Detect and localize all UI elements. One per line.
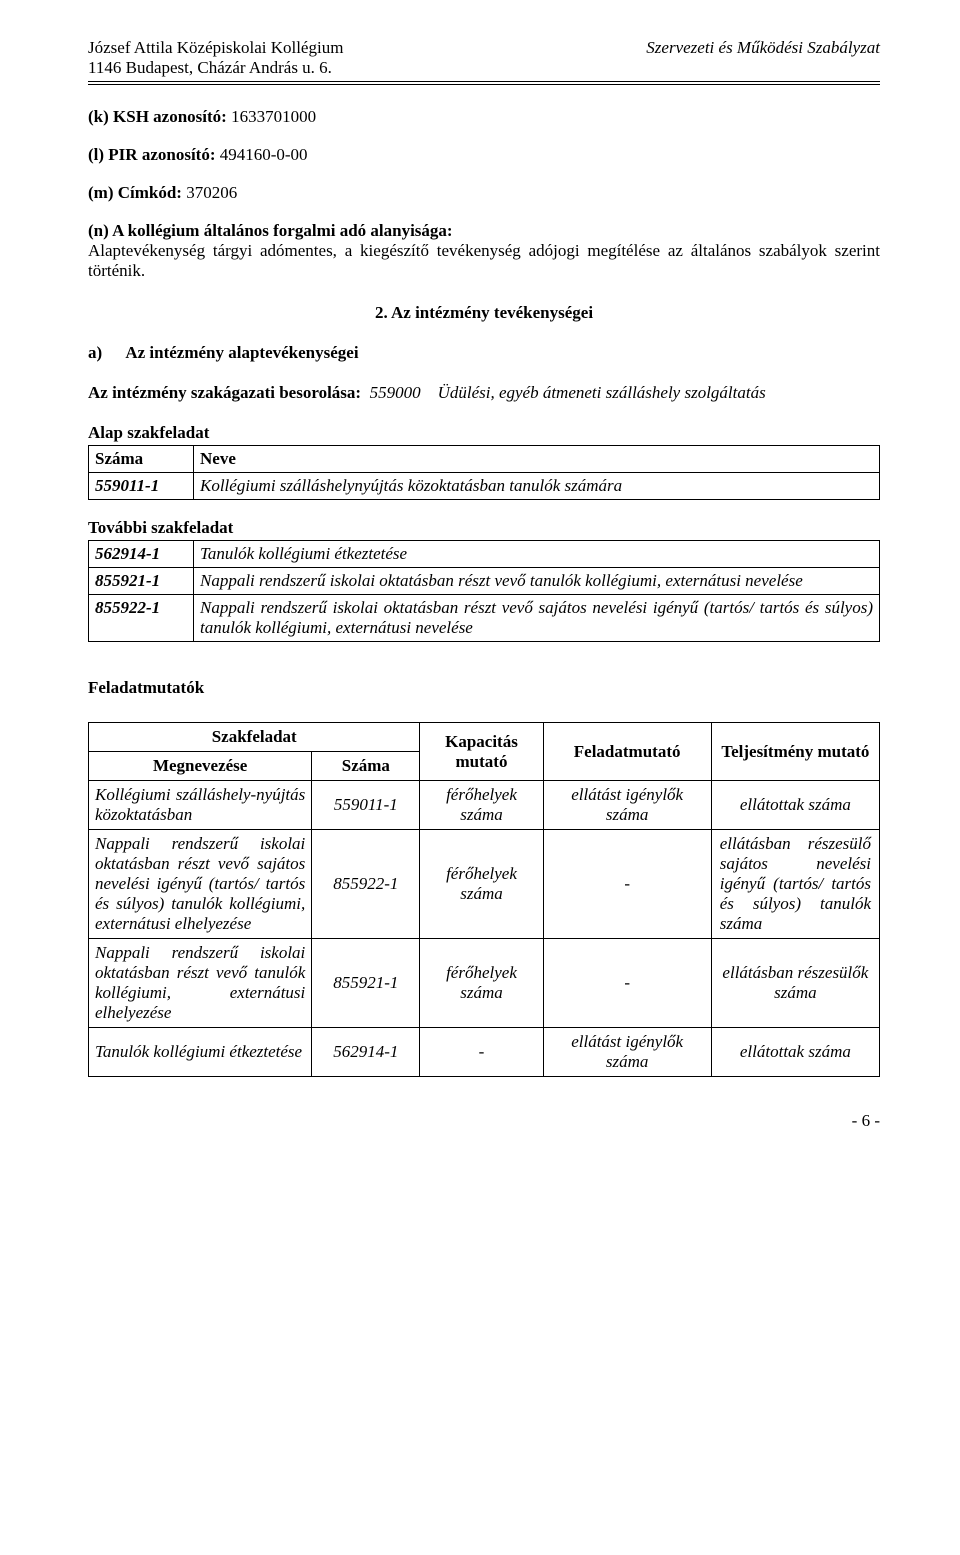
cell-kap: - xyxy=(420,1028,543,1077)
item-l: (l) PIR azonosító: 494160-0-00 xyxy=(88,145,880,165)
table-row: Kollégiumi szálláshely-nyújtás közoktatá… xyxy=(89,781,880,830)
alap-table: Száma Neve 559011-1 Kollégiumi szálláshe… xyxy=(88,445,880,500)
indicators-title: Feladatmutatók xyxy=(88,678,880,698)
item-l-value: 494160-0-00 xyxy=(220,145,308,164)
col-neve: Neve xyxy=(194,446,880,473)
hdr-szama: Száma xyxy=(312,752,420,781)
tovabbi-table: 562914-1 Tanulók kollégiumi étkeztetése … xyxy=(88,540,880,642)
cell-meg: Tanulók kollégiumi étkeztetése xyxy=(89,1028,312,1077)
item-m-value: 370206 xyxy=(186,183,237,202)
item-k: (k) KSH azonosító: 1633701000 xyxy=(88,107,880,127)
header-left: József Attila Középiskolai Kollégium 114… xyxy=(88,38,343,78)
cell-neve: Nappali rendszerű iskolai oktatásban rés… xyxy=(194,595,880,642)
table-row: Száma Neve xyxy=(89,446,880,473)
cell-szama: 855922-1 xyxy=(312,830,420,939)
cell-neve: Kollégiumi szálláshelynyújtás közoktatás… xyxy=(194,473,880,500)
tovabbi-heading: További szakfeladat xyxy=(88,518,880,538)
cell-kap: férőhelyek száma xyxy=(420,939,543,1028)
item-l-label: (l) PIR azonosító: xyxy=(88,145,215,164)
page-number: - 6 - xyxy=(88,1111,880,1131)
item-a-label: a) xyxy=(88,343,122,363)
doc-title: Szervezeti és Működési Szabályzat xyxy=(646,38,880,58)
page-header: József Attila Középiskolai Kollégium 114… xyxy=(88,38,880,78)
cell-telj: ellátottak száma xyxy=(711,781,879,830)
besorolas-code: 559000 xyxy=(370,383,421,402)
cell-meg: Nappali rendszerű iskolai oktatásban rés… xyxy=(89,939,312,1028)
cell-neve: Tanulók kollégiumi étkeztetése xyxy=(194,541,880,568)
hdr-teljesitmeny: Teljesítmény mutató xyxy=(711,723,879,781)
org-name: József Attila Középiskolai Kollégium xyxy=(88,38,343,58)
alap-heading: Alap szakfeladat xyxy=(88,423,880,443)
cell-kap: férőhelyek száma xyxy=(420,830,543,939)
cell-fel: ellátást igénylők száma xyxy=(543,1028,711,1077)
header-rule-1 xyxy=(88,81,880,82)
cell-fel: ellátást igénylők száma xyxy=(543,781,711,830)
cell-meg: Nappali rendszerű iskolai oktatásban rés… xyxy=(89,830,312,939)
table-row: 559011-1 Kollégiumi szálláshelynyújtás k… xyxy=(89,473,880,500)
table-row: 855922-1 Nappali rendszerű iskolai oktat… xyxy=(89,595,880,642)
cell-telj: ellátottak száma xyxy=(711,1028,879,1077)
hdr-szakfeladat: Szakfeladat xyxy=(89,723,420,752)
cell-fel: - xyxy=(543,939,711,1028)
table-row: Szakfeladat Kapacitás mutató Feladatmuta… xyxy=(89,723,880,752)
cell-neve: Nappali rendszerű iskolai oktatásban rés… xyxy=(194,568,880,595)
item-a: a) Az intézmény alaptevékenységei xyxy=(88,343,880,363)
hdr-feladatmutato: Feladatmutató xyxy=(543,723,711,781)
item-n-text: Alaptevékenység tárgyi adómentes, a kieg… xyxy=(88,241,880,280)
indicators-table: Szakfeladat Kapacitás mutató Feladatmuta… xyxy=(88,722,880,1077)
hdr-kapacitas: Kapacitás mutató xyxy=(420,723,543,781)
cell-szama: 559011-1 xyxy=(89,473,194,500)
item-m-label: (m) Címkód: xyxy=(88,183,182,202)
cell-szama: 855922-1 xyxy=(89,595,194,642)
cell-telj: ellátásban részesülő sajátos nevelési ig… xyxy=(711,830,879,939)
org-address: 1146 Budapest, Cházár András u. 6. xyxy=(88,58,343,78)
col-szama: Száma xyxy=(89,446,194,473)
besorolas-line: Az intézmény szakágazati besorolása: 559… xyxy=(88,383,880,403)
cell-szama: 562914-1 xyxy=(89,541,194,568)
table-row: Tanulók kollégiumi étkeztetése 562914-1 … xyxy=(89,1028,880,1077)
item-m: (m) Címkód: 370206 xyxy=(88,183,880,203)
cell-kap: férőhelyek száma xyxy=(420,781,543,830)
besorolas-lead: Az intézmény szakágazati besorolása: xyxy=(88,383,361,402)
hdr-megnevezese: Megnevezése xyxy=(89,752,312,781)
table-row: Nappali rendszerű iskolai oktatásban rés… xyxy=(89,939,880,1028)
cell-szama: 559011-1 xyxy=(312,781,420,830)
header-rule-2 xyxy=(88,84,880,85)
cell-szama: 855921-1 xyxy=(89,568,194,595)
header-right: Szervezeti és Működési Szabályzat xyxy=(646,38,880,78)
item-k-value: 1633701000 xyxy=(231,107,316,126)
besorolas-desc: Üdülési, egyéb átmeneti szálláshely szol… xyxy=(438,383,766,402)
cell-szama: 562914-1 xyxy=(312,1028,420,1077)
cell-telj: ellátásban részesülők száma xyxy=(711,939,879,1028)
item-k-label: (k) KSH azonosító: xyxy=(88,107,227,126)
table-row: 562914-1 Tanulók kollégiumi étkeztetése xyxy=(89,541,880,568)
section-2-title: 2. Az intézmény tevékenységei xyxy=(88,303,880,323)
page: József Attila Középiskolai Kollégium 114… xyxy=(0,0,960,1161)
cell-szama: 855921-1 xyxy=(312,939,420,1028)
table-row: 855921-1 Nappali rendszerű iskolai oktat… xyxy=(89,568,880,595)
item-n: (n) A kollégium általános forgalmi adó a… xyxy=(88,221,880,281)
item-n-label: (n) A kollégium általános forgalmi adó a… xyxy=(88,221,453,240)
item-a-text: Az intézmény alaptevékenységei xyxy=(125,343,358,362)
cell-fel: - xyxy=(543,830,711,939)
cell-meg: Kollégiumi szálláshely-nyújtás közoktatá… xyxy=(89,781,312,830)
table-row: Nappali rendszerű iskolai oktatásban rés… xyxy=(89,830,880,939)
